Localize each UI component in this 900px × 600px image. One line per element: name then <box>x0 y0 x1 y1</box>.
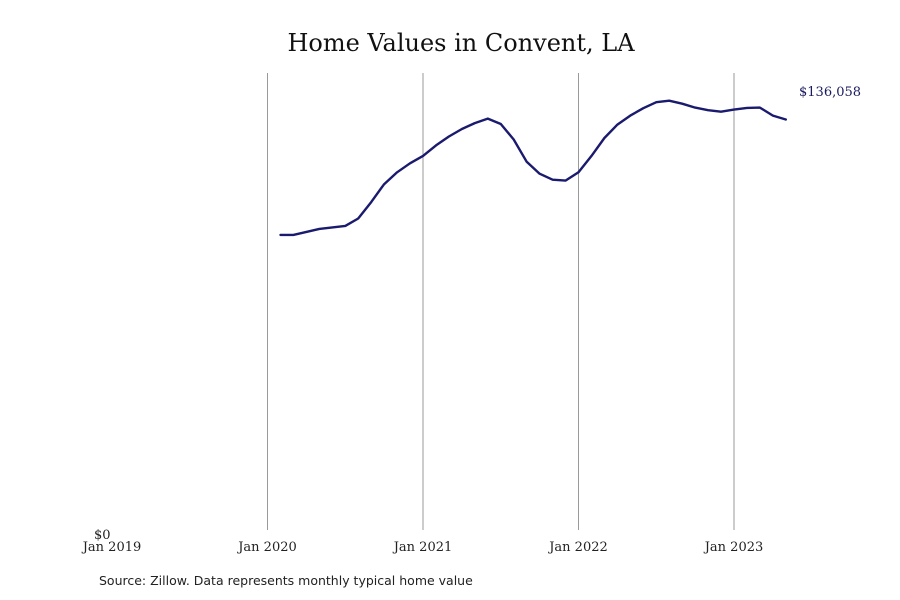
end-value-label: $136,058 <box>799 85 861 100</box>
source-note: Source: Zillow. Data represents monthly … <box>99 573 473 588</box>
y-tick-label: $0 <box>94 528 111 543</box>
x-tick-label: Jan 2020 <box>236 540 297 555</box>
gridlines <box>267 73 735 530</box>
x-tick-label: Jan 2021 <box>392 540 453 555</box>
x-tick-label: Jan 2022 <box>547 540 608 555</box>
x-tick-label: Jan 2019 <box>81 540 142 555</box>
x-tick-labels: Jan 2019 Jan 2020 Jan 2021 Jan 2022 Jan 2023 <box>81 540 764 555</box>
x-tick-label: Jan 2023 <box>703 540 764 555</box>
home-value-line <box>279 99 787 237</box>
chart-title: Home Values in Convent, LA <box>287 29 635 57</box>
